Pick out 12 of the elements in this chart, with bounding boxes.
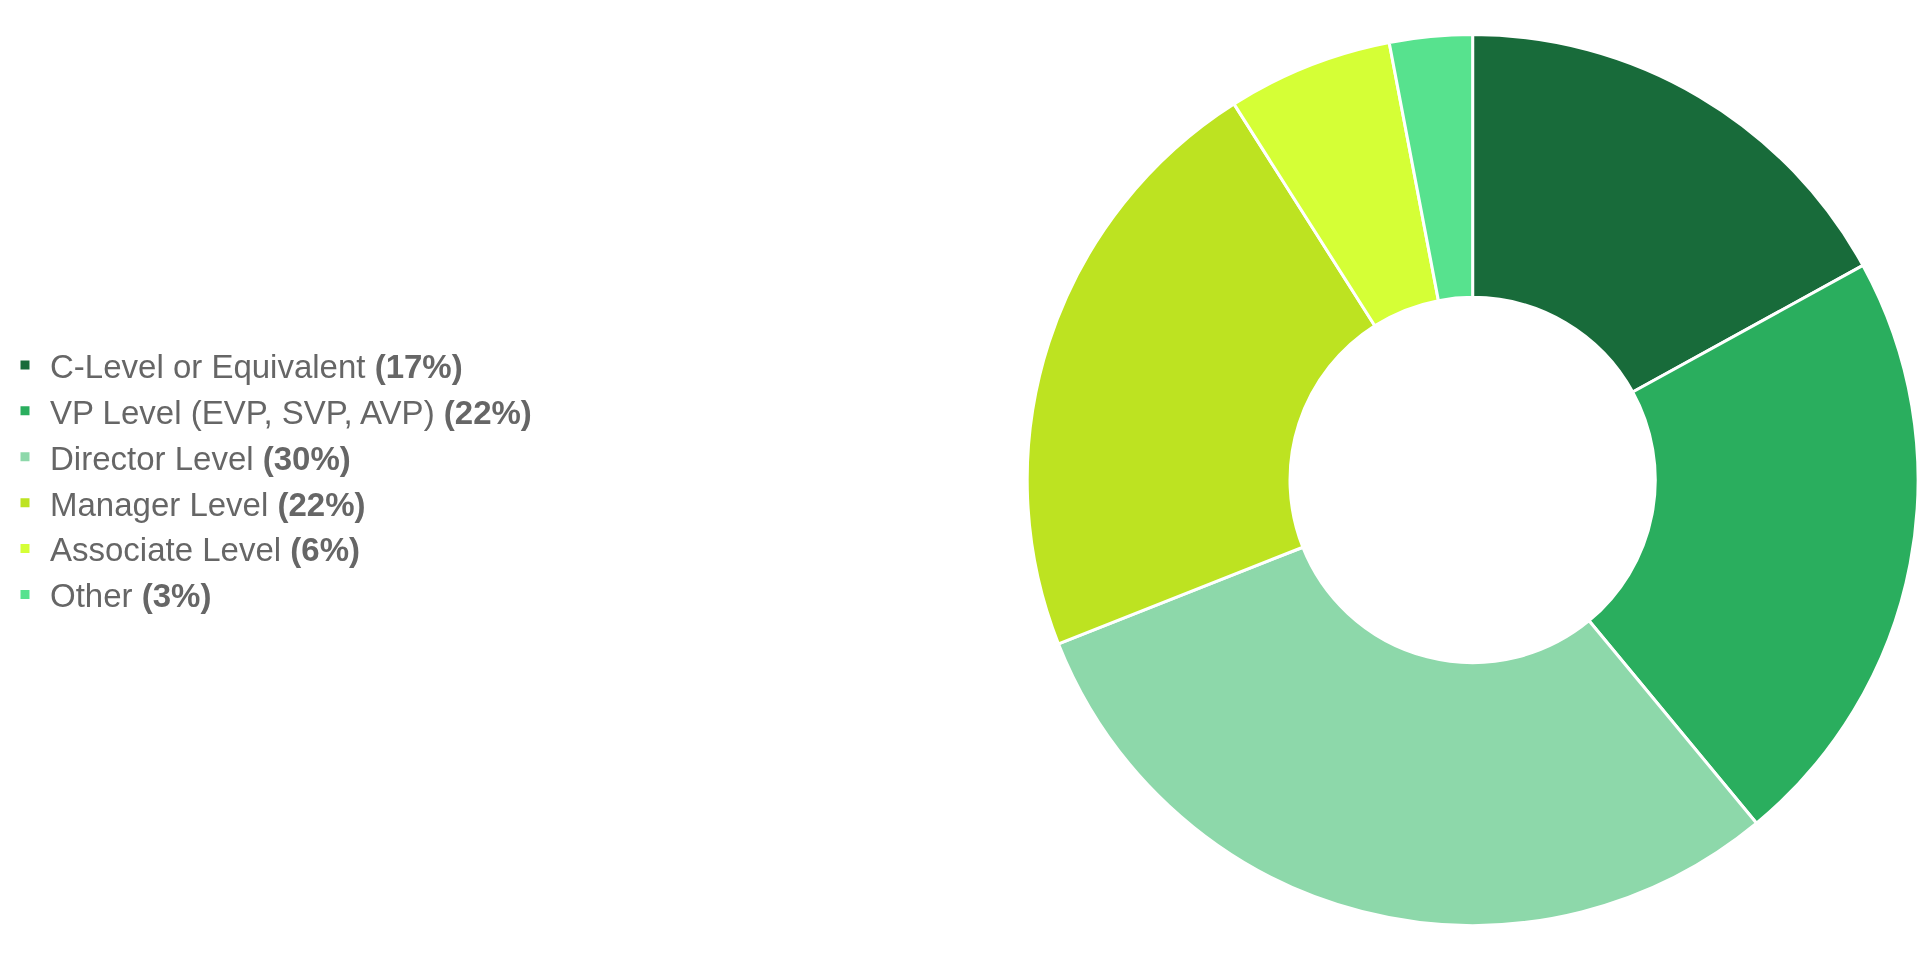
legend-label: VP Level (EVP, SVP, AVP) [50, 393, 435, 431]
data-label: (30%) [262, 439, 351, 477]
legend-label: Manager Level [50, 485, 269, 523]
legend-label: Other [50, 577, 133, 615]
data-label: (22%) [277, 485, 366, 523]
data-label: (17%) [374, 347, 463, 385]
legend-label: Director Level [50, 439, 254, 477]
legend-label: C-Level or Equivalent [50, 347, 366, 385]
data-label: (6%) [290, 531, 360, 569]
data-label: (22%) [443, 393, 532, 431]
data-label: (3%) [141, 577, 212, 615]
legend-label: Associate Level [50, 531, 282, 569]
